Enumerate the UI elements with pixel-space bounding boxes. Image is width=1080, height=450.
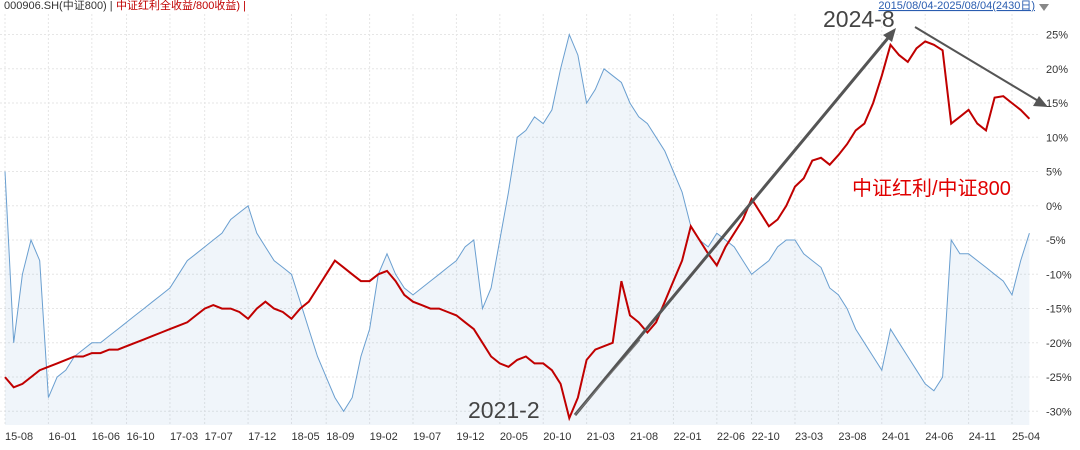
y-tick-label: 0% <box>1046 201 1062 213</box>
x-tick-label: 23-08 <box>838 431 866 443</box>
x-tick-label: 22-10 <box>752 431 780 443</box>
y-tick-label: 5% <box>1046 167 1062 179</box>
y-tick-label: -20% <box>1046 338 1072 350</box>
x-tick-label: 23-03 <box>795 431 823 443</box>
line <box>4 33 1030 413</box>
arrow-head <box>883 28 896 42</box>
arrow <box>914 26 1041 103</box>
y-tick-label: -10% <box>1046 269 1072 281</box>
x-tick-label: 17-12 <box>248 431 276 443</box>
area <box>5 34 1030 425</box>
x-tick-label: 16-06 <box>92 431 120 443</box>
x-tick-label: 15-08 <box>5 431 33 443</box>
plot-area <box>0 14 1040 425</box>
arrow-head <box>1033 96 1048 107</box>
x-tick-label: 19-12 <box>456 431 484 443</box>
x-tick-label: 24-01 <box>882 431 910 443</box>
y-tick-label: -5% <box>1046 235 1066 247</box>
x-tick-label: 20-10 <box>543 431 571 443</box>
x-tick-label: 20-05 <box>500 431 528 443</box>
line <box>4 40 1031 422</box>
arrow <box>573 31 895 416</box>
y-tick-label: -25% <box>1046 372 1072 384</box>
x-tick-label: 17-07 <box>205 431 233 443</box>
x-tick-label: 18-05 <box>291 431 319 443</box>
header-left: 000906.SH(中证800) | <box>4 0 113 12</box>
x-tick-label: 24-06 <box>925 431 953 443</box>
y-tick-label: 10% <box>1046 132 1068 144</box>
x-tick-label: 22-06 <box>717 431 745 443</box>
x-tick-label: 24-11 <box>969 431 996 443</box>
x-tick-label: 21-03 <box>587 431 615 443</box>
date-range[interactable]: 2015/08/04-2025/08/04(2430日) <box>878 0 1035 12</box>
x-tick-label: 19-02 <box>370 431 398 443</box>
y-tick-label: -30% <box>1046 406 1072 418</box>
header-right: 中证红利全收益/800收益) | <box>116 0 246 12</box>
y-tick-label: -15% <box>1046 304 1072 316</box>
x-tick-label: 16-10 <box>127 431 155 443</box>
x-tick-label: 16-01 <box>48 431 76 443</box>
x-tick-label: 25-04 <box>1012 431 1040 443</box>
x-tick-label: 21-08 <box>630 431 658 443</box>
x-tick-label: 19-07 <box>413 431 441 443</box>
x-tick-label: 17-03 <box>170 431 198 443</box>
dropdown-icon[interactable] <box>1039 4 1049 11</box>
y-tick-label: 20% <box>1046 64 1068 76</box>
arrow-tail <box>574 339 641 416</box>
annotation: 2021-2 <box>468 397 540 423</box>
x-tick-label: 18-09 <box>326 431 354 443</box>
y-tick-label: 25% <box>1046 30 1068 42</box>
x-tick-label: 22-01 <box>673 431 701 443</box>
annotation: 2024-8 <box>823 6 895 32</box>
annotation: 中证红利/中证800 <box>852 177 1011 200</box>
y-tick-label: 15% <box>1046 98 1068 110</box>
